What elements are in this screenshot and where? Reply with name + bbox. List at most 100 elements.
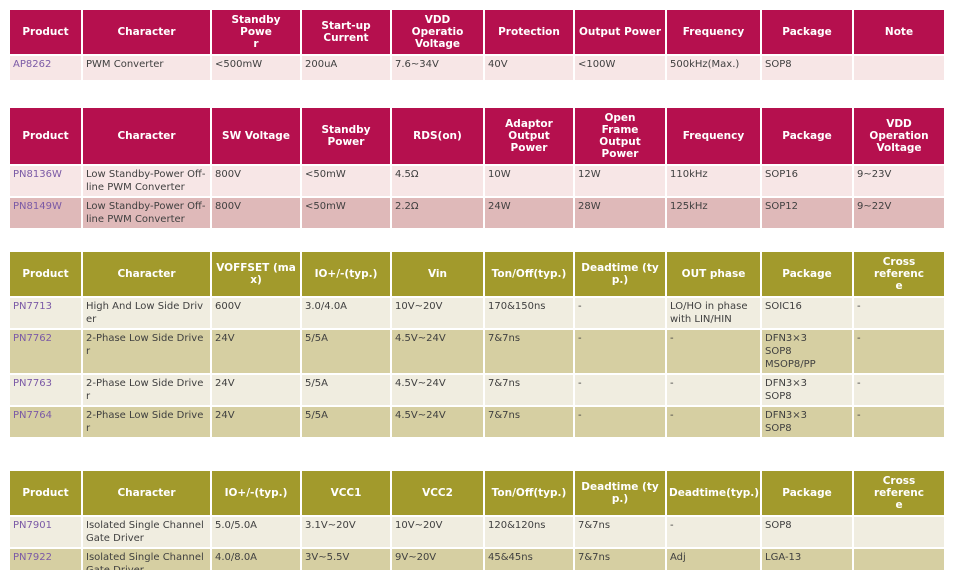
table-cell: 500kHz(Max.) [665,54,762,82]
table-cell: 125kHz [665,196,762,230]
table-row: PN7763 2-Phase Low Side Drive r 24V 5/5A 4.5… [8,373,946,407]
table-cell: - [573,296,667,330]
table-cell: SOP16 [760,164,854,198]
table-cell: 7.6~34V [390,54,485,82]
product-link[interactable]: PN7901 [13,520,52,531]
table-row: AP8262 PWM Converter <500mW 200uA 7.6~34V 40V… [8,54,946,82]
table-cell: 600V [210,296,302,330]
table-cell: 40V [483,54,575,82]
product-cell: PN8149W [8,196,83,230]
product-link[interactable]: AP8262 [13,59,52,70]
product-link[interactable]: PN7763 [13,378,52,389]
table-cell: - [852,405,946,439]
column-header: Cross referenc e [852,469,946,517]
table-row: PN7762 2-Phase Low Side Drive r 24V 5/5A 4.5… [8,328,946,375]
table-cell: 7&7ns [483,373,575,407]
table-cell: 9~22V [852,196,946,230]
product-link[interactable]: PN8136W [13,169,62,180]
column-header: Package [760,106,854,166]
column-header: Cross referenc e [852,250,946,298]
column-header: Start-up Current [300,8,392,56]
column-header: Product [8,250,83,298]
column-header: Package [760,8,854,56]
table-cell: 24V [210,373,302,407]
table-cell: PWM Converter [81,54,212,82]
pwm-converter-table: Product Character Standby Powe r Start-up C… [8,8,946,82]
table-cell [852,54,946,82]
product-link[interactable]: PN7922 [13,552,52,563]
table-cell: <100W [573,54,667,82]
table-cell: 5/5A [300,373,392,407]
table-cell: - [573,373,667,407]
header-row: Product Character Standby Powe r Start-up C… [8,8,946,56]
table-cell: - [665,405,762,439]
table-cell [852,547,946,570]
table-cell: 800V [210,196,302,230]
column-header: Standby Power [300,106,392,166]
table-cell: - [852,373,946,407]
table-cell: DFN3×3 SOP8 [760,373,854,407]
column-header: Frequency [665,106,762,166]
table-cell: 7&7ns [483,405,575,439]
gate-driver-table: Product Character VOFFSET (ma x) IO+/-(typ.… [8,250,946,439]
product-link[interactable]: PN7764 [13,410,52,421]
column-header: Note [852,8,946,56]
column-header: Frequency [665,8,762,56]
table-cell: 200uA [300,54,392,82]
product-link[interactable]: PN7713 [13,301,52,312]
table-cell: - [573,328,667,375]
table-cell: Adj [665,547,762,570]
table-cell: 3V~5.5V [300,547,392,570]
table-cell: 800V [210,164,302,198]
product-cell: PN7713 [8,296,83,330]
column-header: Package [760,469,854,517]
column-header: Deadtime (ty p.) [573,250,667,298]
table-cell: LGA-13 [760,547,854,570]
column-header: VCC1 [300,469,392,517]
table-cell: 24V [210,328,302,375]
table-cell: SOP8 [760,54,854,82]
table-row: PN7922 Isolated Single Channel Gate Drive… [8,547,946,570]
column-header: Deadtime (ty p.) [573,469,667,517]
table-cell: 28W [573,196,667,230]
table-cell: 5/5A [300,405,392,439]
table-cell: - [852,328,946,375]
table-cell: <50mW [300,164,392,198]
column-header: Adaptor Output Power [483,106,575,166]
product-cell: PN7901 [8,515,83,549]
column-header: RDS(on) [390,106,485,166]
table-cell: 10V~20V [390,515,485,549]
table-cell: Low Standby-Power Off- line PWM Converte… [81,196,212,230]
product-link[interactable]: PN8149W [13,201,62,212]
table-cell: Low Standby-Power Off- line PWM Converte… [81,164,212,198]
product-cell: PN7762 [8,328,83,375]
offline-pwm-converter-table: Product Character SW Voltage Standby Power R… [8,106,946,230]
product-cell: PN7922 [8,547,83,570]
table-cell: 9V~20V [390,547,485,570]
table-row: PN8149W Low Standby-Power Off- line PWM C… [8,196,946,230]
table-cell: SOP8 [760,515,854,549]
column-header: Deadtime(typ.) [665,469,762,517]
table-cell: DFN3×3 SOP8 [760,405,854,439]
isolated-gate-driver-table: Product Character IO+/-(typ.) VCC1 VCC2 Ton/O… [8,469,946,570]
table-cell: 4.0/8.0A [210,547,302,570]
column-header: Ton/Off(typ.) [483,469,575,517]
table-cell: 24V [210,405,302,439]
table-cell: 4.5V~24V [390,328,485,375]
column-header: SW Voltage [210,106,302,166]
table-cell: 5.0/5.0A [210,515,302,549]
table-cell: SOP12 [760,196,854,230]
table-row: PN7713 High And Low Side Driv er 600V 3.0/4… [8,296,946,330]
table-cell: SOIC16 [760,296,854,330]
table-cell: 5/5A [300,328,392,375]
product-link[interactable]: PN7762 [13,333,52,344]
column-header: Product [8,469,83,517]
table-cell: 170&150ns [483,296,575,330]
table-cell: 9~23V [852,164,946,198]
product-cell: PN7764 [8,405,83,439]
product-cell: PN7763 [8,373,83,407]
table-cell: <50mW [300,196,392,230]
table-cell: 12W [573,164,667,198]
table-cell [852,515,946,549]
